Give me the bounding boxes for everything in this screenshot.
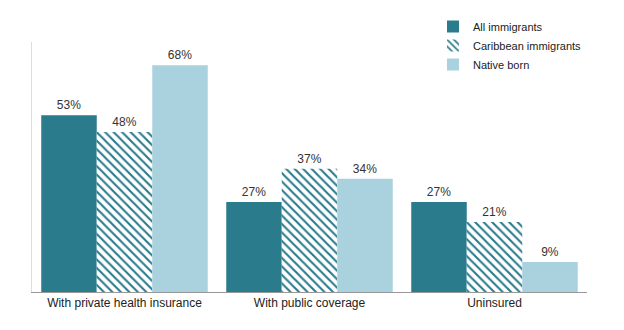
svg-text:27%: 27% — [427, 185, 451, 199]
svg-text:Uninsured: Uninsured — [467, 296, 522, 310]
svg-text:With private health insurance: With private health insurance — [47, 296, 202, 310]
svg-text:68%: 68% — [168, 48, 192, 62]
svg-text:27%: 27% — [242, 185, 266, 199]
svg-text:48%: 48% — [112, 115, 136, 129]
svg-text:All immigrants: All immigrants — [473, 21, 543, 33]
svg-text:34%: 34% — [353, 162, 377, 176]
svg-text:Native born: Native born — [473, 59, 529, 71]
svg-text:With public coverage: With public coverage — [254, 296, 366, 310]
svg-text:53%: 53% — [57, 98, 81, 112]
svg-text:Caribbean immigrants: Caribbean immigrants — [473, 40, 581, 52]
svg-text:37%: 37% — [297, 152, 321, 166]
svg-text:9%: 9% — [541, 245, 559, 259]
svg-text:21%: 21% — [482, 205, 506, 219]
